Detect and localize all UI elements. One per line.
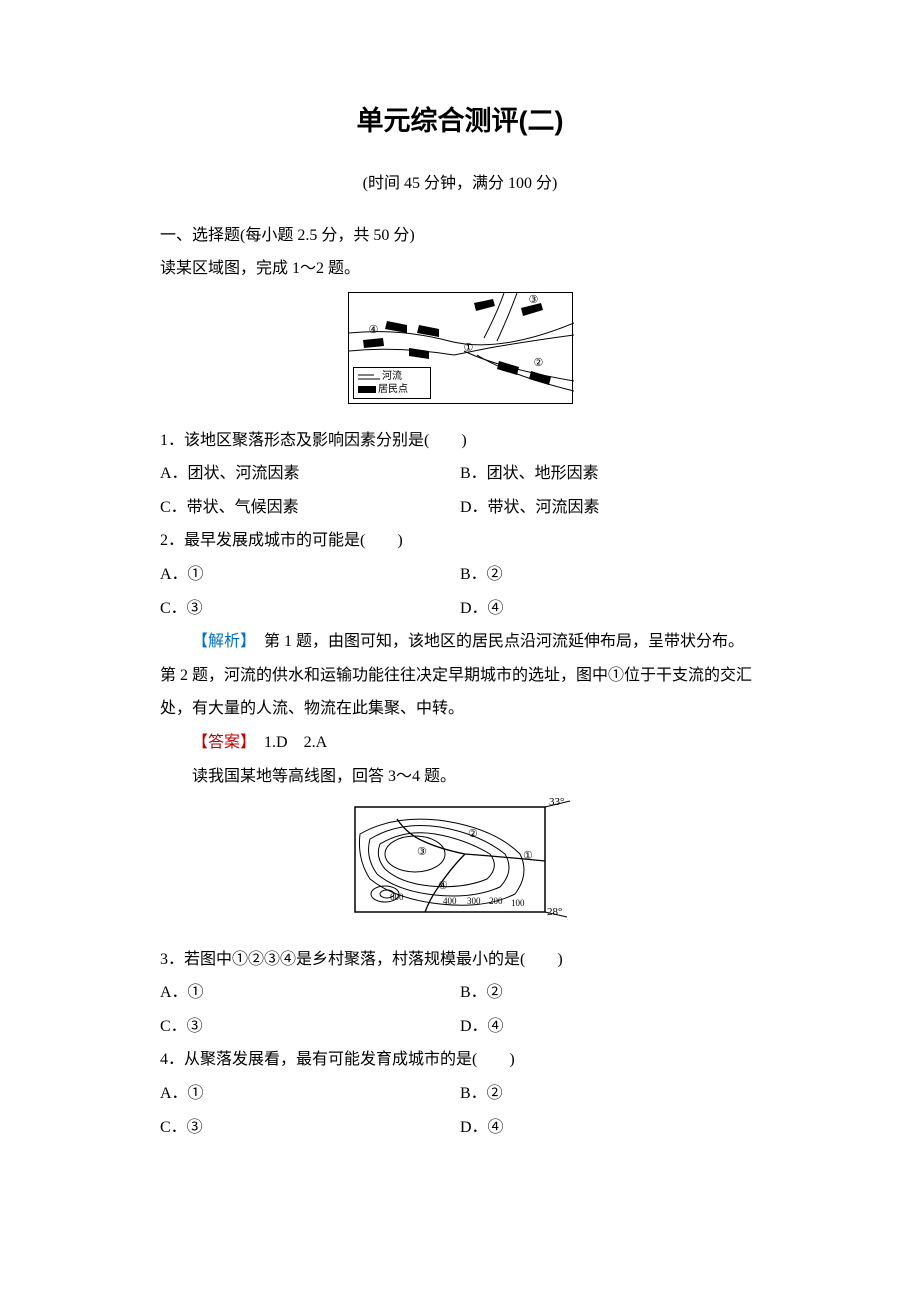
q1-options-row1: A．团状、河流因素 B．团状、地形因素 <box>160 457 760 491</box>
q2-options-row1: A．① B．② <box>160 558 760 592</box>
q1-options-row2: C．带状、气候因素 D．带状、河流因素 <box>160 491 760 525</box>
q2-options-row2: C．③ D．④ <box>160 592 760 626</box>
q1-option-c: C．带状、气候因素 <box>160 491 460 525</box>
legend-river-label: 河流 <box>382 371 402 382</box>
section-header: 一、选择题(每小题 2.5 分，共 50 分) <box>160 219 760 253</box>
d2-lat-top: 33° <box>549 797 564 808</box>
q3-options-row1: A．① B．② <box>160 976 760 1010</box>
q3-option-a: A．① <box>160 976 460 1010</box>
q3-option-d: D．④ <box>460 1010 760 1044</box>
intro-q1-2: 读某区域图，完成 1～2 题。 <box>160 252 760 286</box>
subtitle-line: (时间 45 分钟，满分 100 分) <box>160 167 760 201</box>
q4-option-c: C．③ <box>160 1111 460 1145</box>
d2-label-4: ④ <box>438 881 448 892</box>
d2-label-3: ③ <box>417 847 427 858</box>
d2-lat-bottom: 28° <box>547 907 562 918</box>
answer-label: 【答案】 <box>192 734 248 751</box>
analysis-block: 【解析】 第 1 题，由图可知，该地区的居民点沿河流延伸布局，呈带状分布。第 2… <box>160 625 760 726</box>
d1-label-1: ① <box>464 343 474 354</box>
q3-option-b: B．② <box>460 976 760 1010</box>
legend-settlement-label: 居民点 <box>378 384 408 395</box>
answer-text: 1.D 2.A <box>248 734 327 751</box>
diagram-1-container: ① ② ③ ④ 河流 居民点 <box>160 292 760 418</box>
d1-label-4: ④ <box>369 325 379 336</box>
d2-label-1: ① <box>523 851 533 862</box>
q1-stem: 1．该地区聚落形态及影响因素分别是( ) <box>160 424 760 458</box>
d2-contour-400: 400 <box>443 897 457 906</box>
analysis-text: 第 1 题，由图可知，该地区的居民点沿河流延伸布局，呈带状分布。第 2 题，河流… <box>160 633 752 717</box>
legend-settlement-icon <box>358 386 376 393</box>
legend-river-icon <box>358 373 380 381</box>
diagram-2-container: 33° 28° ① ② ③ ④ 600 400 300 200 100 <box>160 799 760 937</box>
d2-contour-300: 300 <box>467 897 481 906</box>
q1-option-b: B．团状、地形因素 <box>460 457 760 491</box>
q1-option-a: A．团状、河流因素 <box>160 457 460 491</box>
q2-option-d: D．④ <box>460 592 760 626</box>
q4-options-row1: A．① B．② <box>160 1077 760 1111</box>
q3-option-c: C．③ <box>160 1010 460 1044</box>
q2-option-a: A．① <box>160 558 460 592</box>
q4-stem: 4．从聚落发展看，最有可能发育成城市的是( ) <box>160 1043 760 1077</box>
q2-option-b: B．② <box>460 558 760 592</box>
q2-option-c: C．③ <box>160 592 460 626</box>
intro-q3-4: 读我国某地等高线图，回答 3～4 题。 <box>160 760 760 794</box>
q1-option-d: D．带状、河流因素 <box>460 491 760 525</box>
d2-label-2: ② <box>468 829 478 840</box>
river-settlement-diagram: ① ② ③ ④ 河流 居民点 <box>348 292 573 404</box>
analysis-label: 【解析】 <box>192 633 248 650</box>
q4-options-row2: C．③ D．④ <box>160 1111 760 1145</box>
q4-option-b: B．② <box>460 1077 760 1111</box>
q4-option-a: A．① <box>160 1077 460 1111</box>
d2-contour-600: 600 <box>390 893 404 902</box>
d2-contour-100: 100 <box>511 899 525 908</box>
q2-stem: 2．最早发展成城市的可能是( ) <box>160 524 760 558</box>
diagram-1-legend: 河流 居民点 <box>353 367 431 399</box>
d2-contour-200: 200 <box>489 897 503 906</box>
page-title: 单元综合测评(二) <box>160 100 760 143</box>
d1-label-3: ③ <box>529 295 539 306</box>
q3-options-row2: C．③ D．④ <box>160 1010 760 1044</box>
contour-map-diagram: 33° 28° ① ② ③ ④ 600 400 300 200 100 <box>345 799 575 924</box>
q3-stem: 3．若图中①②③④是乡村聚落，村落规模最小的是( ) <box>160 943 760 977</box>
q4-option-d: D．④ <box>460 1111 760 1145</box>
d1-label-2: ② <box>534 358 544 369</box>
diagram-2-svg <box>345 799 575 924</box>
answer-block: 【答案】 1.D 2.A <box>160 726 760 760</box>
